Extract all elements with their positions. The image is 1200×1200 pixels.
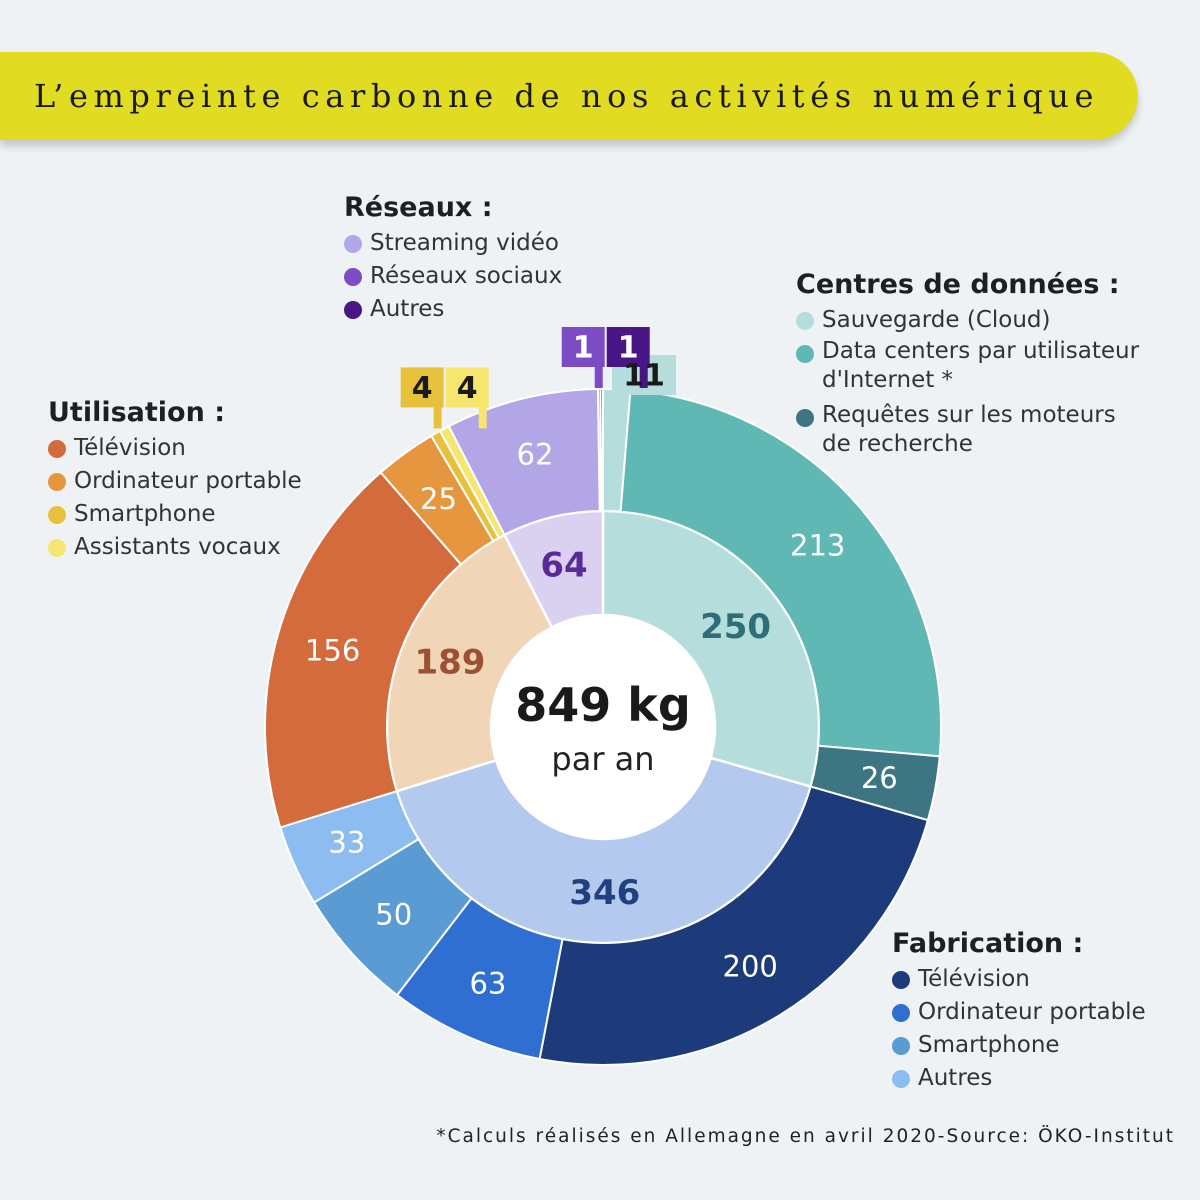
legend-item: Assistants vocaux bbox=[48, 531, 302, 564]
inner-value-label: 250 bbox=[700, 607, 771, 647]
outer-value-label: 156 bbox=[305, 634, 360, 668]
legend-dot-icon bbox=[892, 1070, 910, 1088]
outer-value-label: 63 bbox=[469, 966, 506, 1000]
legend-label: Autres bbox=[918, 1065, 993, 1091]
legend-item: Autres bbox=[344, 293, 562, 326]
legend-item: Sauvegarde (Cloud) bbox=[796, 304, 1139, 337]
callout-value-label: 4 bbox=[412, 371, 433, 406]
inner-value-label: 64 bbox=[540, 546, 587, 586]
chart-title: L’empreinte carbonne de nos activités nu… bbox=[34, 77, 1100, 115]
center-total: 849 kg bbox=[515, 678, 691, 732]
center-unit: par an bbox=[551, 740, 654, 778]
legend-label: Requêtes sur les moteurs de recherche bbox=[822, 402, 1116, 457]
callout-value-label: 4 bbox=[457, 371, 478, 406]
outer-value-label: 62 bbox=[517, 437, 554, 471]
legend-label: Data centers par utilisateur d'Internet … bbox=[822, 338, 1140, 393]
callout-stem bbox=[433, 406, 442, 429]
callout-box bbox=[606, 327, 650, 368]
ring-segments bbox=[264, 327, 942, 1066]
legend-label: Sauvegarde (Cloud) bbox=[822, 307, 1051, 333]
callout-stem bbox=[611, 394, 620, 400]
legend-dot-icon bbox=[892, 1004, 910, 1022]
callout-stem bbox=[639, 366, 648, 389]
legend-dot-icon bbox=[48, 539, 66, 557]
legend-title: Centres de données : bbox=[796, 269, 1120, 300]
legend-label: Assistants vocaux bbox=[74, 534, 281, 560]
legend-dot-icon bbox=[48, 440, 66, 458]
footnote: *Calculs réalisés en Allemagne en avril … bbox=[436, 1126, 1175, 1147]
outer-value-label: 33 bbox=[328, 826, 365, 860]
legend-item: Smartphone bbox=[892, 1029, 1146, 1062]
legend-label: Smartphone bbox=[918, 1032, 1060, 1058]
callout-value-label: 1 bbox=[618, 331, 639, 366]
legend-label: Autres bbox=[370, 296, 445, 322]
ring-labels: 250 213 26 346 200 63 50 33 189 156 25 64 62 11 4 4 1 1 bbox=[305, 331, 898, 1001]
outer-value-label: 200 bbox=[723, 949, 778, 983]
legend-centres: Centres de données : Sauvegarde (Cloud) D… bbox=[796, 269, 1139, 465]
legend-item: Réseaux sociaux bbox=[344, 260, 562, 293]
outer-value-label: 25 bbox=[420, 482, 457, 516]
legend-label: Réseaux sociaux bbox=[370, 263, 563, 289]
outer-segment bbox=[264, 471, 463, 829]
legend-label: Streaming vidéo bbox=[370, 230, 559, 256]
legend-dot-icon bbox=[892, 1037, 910, 1055]
outer-segment bbox=[538, 785, 930, 1066]
callout-stem bbox=[478, 406, 487, 429]
legend-dot-icon bbox=[344, 268, 362, 286]
legend-item: Requêtes sur les moteurs de recherche bbox=[796, 401, 1139, 459]
outer-segment bbox=[619, 389, 942, 758]
legend-item: Ordinateur portable bbox=[48, 465, 302, 498]
callout-value-label: 11 bbox=[623, 359, 665, 394]
legend-reseaux: Réseaux : Streaming vidéo Réseaux sociaux… bbox=[344, 192, 562, 326]
center-hole bbox=[491, 615, 715, 839]
callout-box bbox=[561, 327, 605, 368]
legend-dot-icon bbox=[796, 409, 814, 427]
callout-stem bbox=[594, 366, 603, 389]
legend-title: Fabrication : bbox=[892, 928, 1084, 959]
legend-dot-icon bbox=[48, 473, 66, 491]
legend-item: Data centers par utilisateur d'Internet … bbox=[796, 337, 1139, 395]
outer-value-label: 26 bbox=[861, 761, 898, 795]
outer-value-label: 50 bbox=[375, 898, 412, 932]
title-banner: L’empreinte carbonne de nos activités nu… bbox=[0, 52, 1138, 140]
legend-dot-icon bbox=[892, 971, 910, 989]
legend-title: Utilisation : bbox=[48, 397, 226, 428]
legend-dot-icon bbox=[48, 506, 66, 524]
legend-item: Streaming vidéo bbox=[344, 227, 562, 260]
legend-label: Ordinateur portable bbox=[74, 468, 302, 494]
inner-value-label: 346 bbox=[569, 873, 640, 913]
legend-title: Réseaux : bbox=[344, 192, 493, 223]
legend-label: Smartphone bbox=[74, 501, 216, 527]
outer-value-label: 213 bbox=[790, 529, 845, 563]
legend-item: Télévision bbox=[48, 432, 302, 465]
callout-box bbox=[400, 367, 444, 408]
legend-item: Autres bbox=[892, 1062, 1146, 1095]
legend-item: Smartphone bbox=[48, 498, 302, 531]
legend-dot-icon bbox=[344, 301, 362, 319]
outer-segment bbox=[599, 387, 604, 513]
legend-dot-icon bbox=[344, 235, 362, 253]
legend-utilisation: Utilisation : Télévision Ordinateur porta… bbox=[48, 397, 302, 564]
legend-dot-icon bbox=[796, 345, 814, 363]
inner-value-label: 189 bbox=[414, 643, 485, 683]
legend-label: Télévision bbox=[918, 966, 1030, 992]
legend-label: Télévision bbox=[74, 435, 186, 461]
legend-item: Ordinateur portable bbox=[892, 996, 1146, 1029]
callout-value-label: 1 bbox=[573, 331, 594, 366]
callout-box bbox=[445, 367, 489, 408]
legend-dot-icon bbox=[796, 312, 814, 330]
legend-fabrication: Fabrication : Télévision Ordinateur porta… bbox=[892, 928, 1146, 1095]
legend-item: Télévision bbox=[892, 963, 1146, 996]
legend-label: Ordinateur portable bbox=[918, 999, 1146, 1025]
